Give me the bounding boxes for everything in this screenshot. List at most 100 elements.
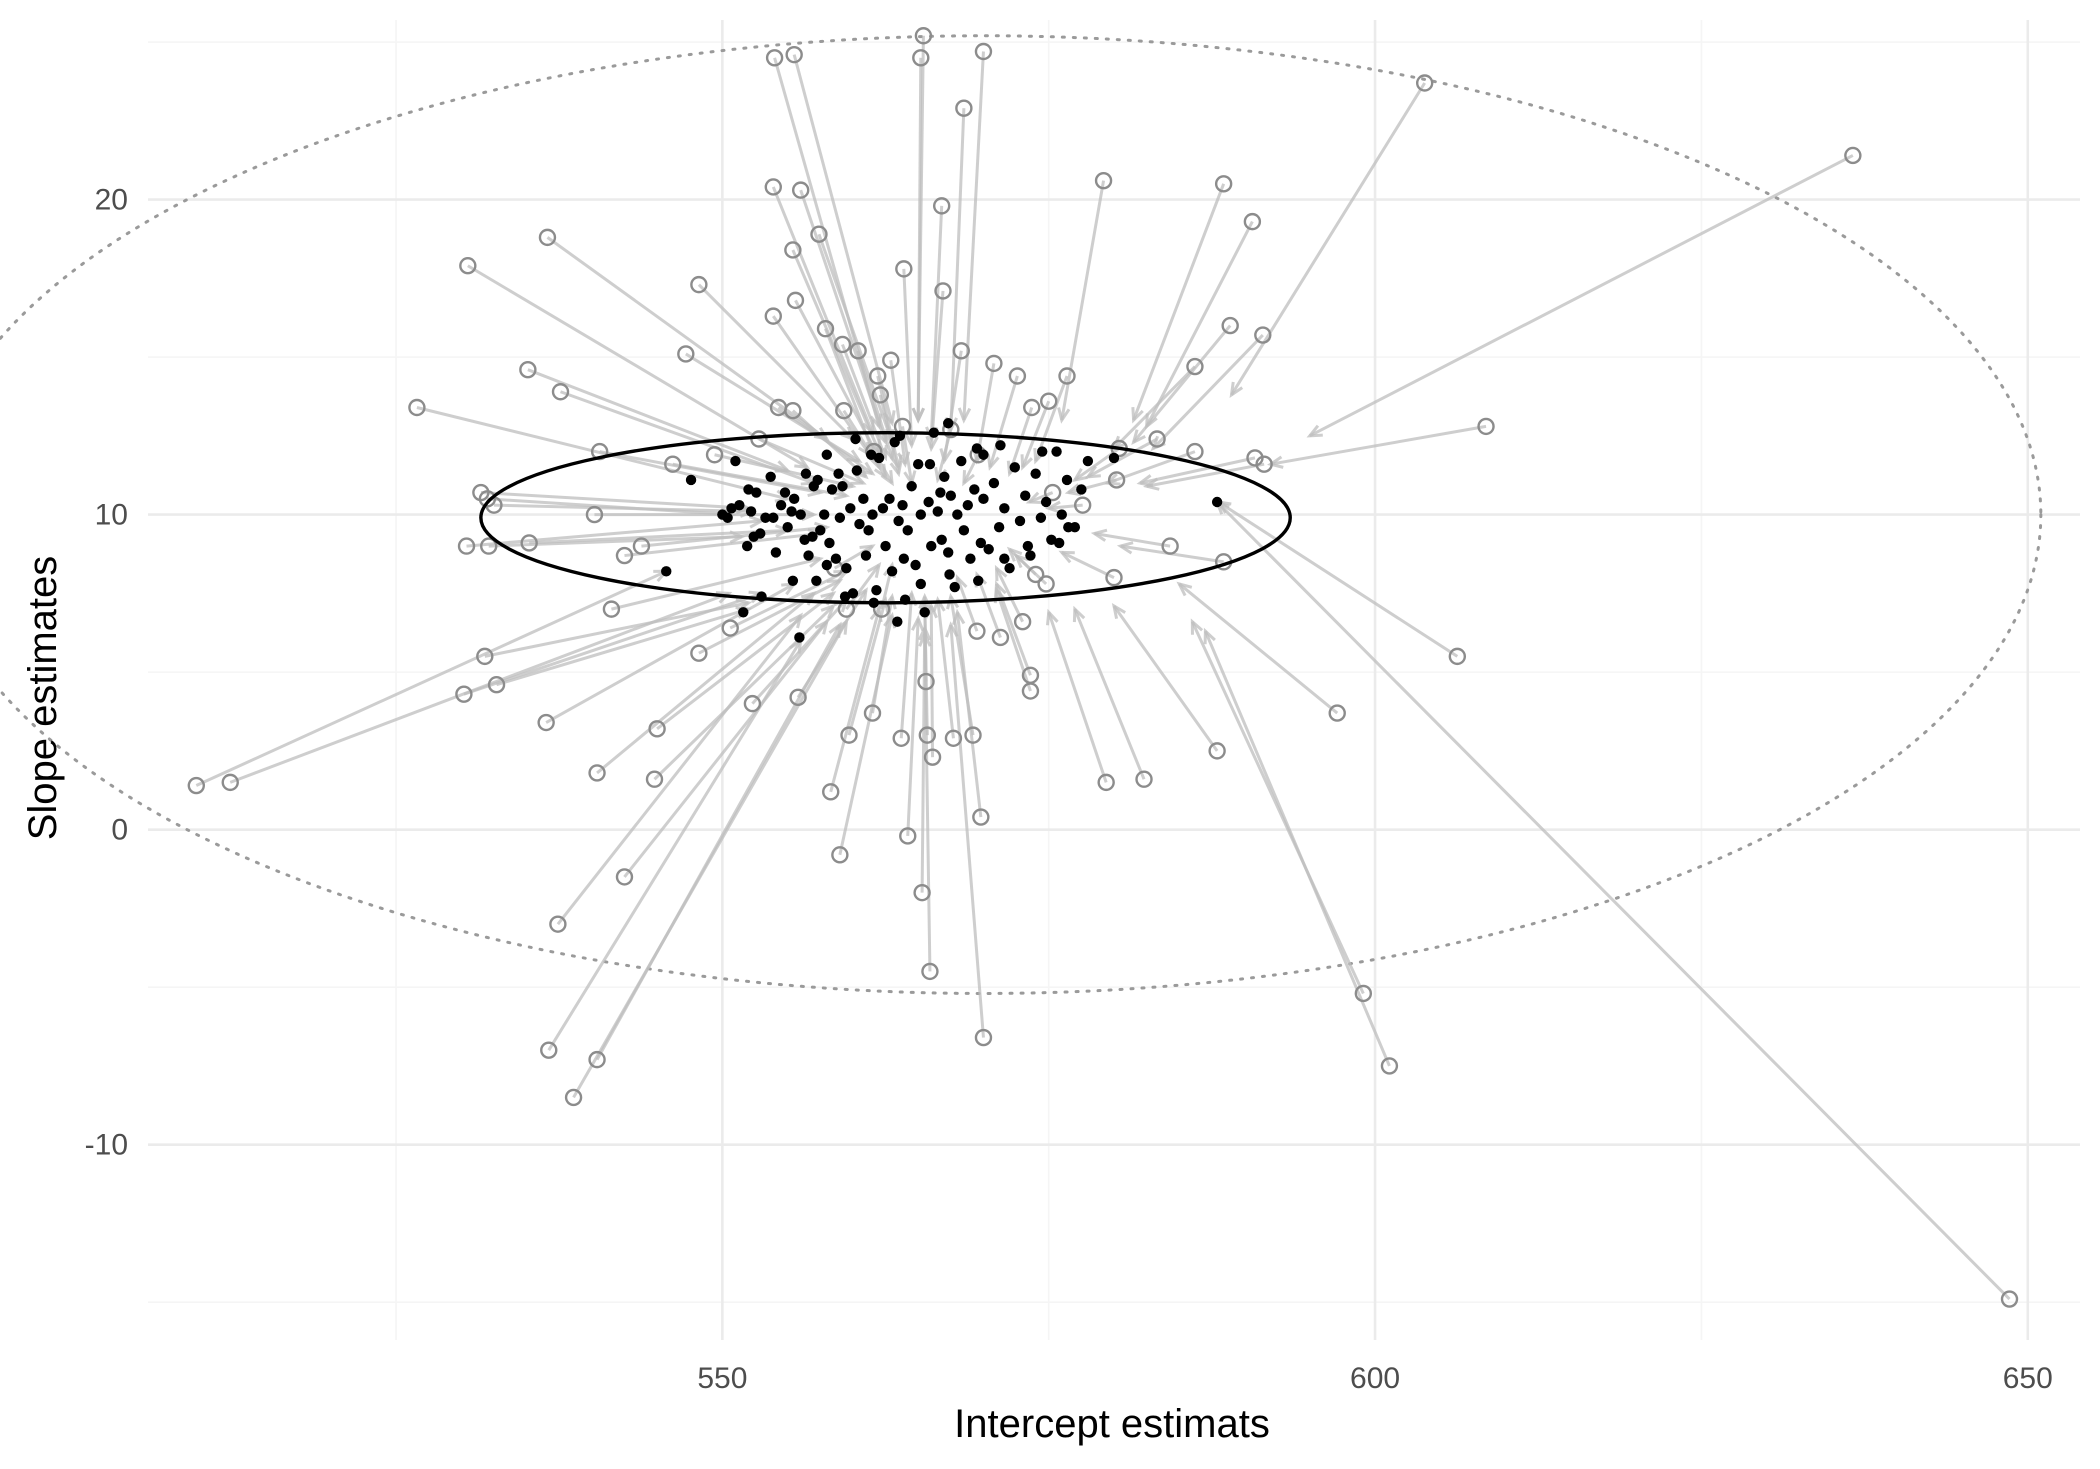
arrow-head xyxy=(957,407,972,424)
arrow-head xyxy=(1143,477,1160,491)
shrinkage-arrow xyxy=(902,268,914,446)
arrow-head xyxy=(1045,500,1062,514)
separate-estimate-point xyxy=(1037,575,1055,593)
shrinkage-arrow xyxy=(929,605,935,758)
y-tick-label: 20 xyxy=(95,184,128,217)
separate-estimate-point xyxy=(540,1041,558,1059)
shrunken-estimate-point xyxy=(993,522,1005,533)
y-axis-title: Slope estimates xyxy=(21,556,65,841)
separate-estimate-point xyxy=(1214,175,1233,193)
arrow-head xyxy=(1013,553,1029,569)
separate-estimate-point xyxy=(985,354,1003,373)
shrunken-estimate-point xyxy=(886,566,898,577)
separate-estimate-point xyxy=(1097,773,1115,792)
y-tick-label: 10 xyxy=(95,499,128,532)
shrinkage-arrow xyxy=(829,608,881,793)
shrunken-estimate-point xyxy=(837,481,848,492)
shrunken-estimate-point xyxy=(868,597,880,609)
shrunken-estimate-point xyxy=(775,499,787,511)
ellipse-layer xyxy=(479,430,1292,605)
shrunken-estimate-point xyxy=(884,493,895,505)
shrinkage-arrow xyxy=(995,567,1024,623)
shrinkage-arrow xyxy=(1087,437,1158,479)
shrunken-estimate-point xyxy=(1030,468,1041,479)
separate-estimate-point xyxy=(1254,326,1272,344)
shrunken-estimate-point xyxy=(906,481,917,492)
shrinkage-arrow xyxy=(556,614,802,926)
shrinkage-arrow xyxy=(906,618,920,837)
separate-estimate-point xyxy=(816,320,835,338)
shrinkage-arrow xyxy=(791,249,881,453)
separate-estimate-point xyxy=(764,178,782,196)
arrow-head xyxy=(850,472,867,485)
separate-estimate-point xyxy=(923,748,942,766)
separate-estimate-point xyxy=(588,764,606,782)
separate-estimate-point xyxy=(1243,212,1262,231)
shrinkage-arrow xyxy=(916,35,925,421)
shrunken-estimate-point xyxy=(1035,512,1047,523)
shrinkage-arrow xyxy=(1060,180,1106,421)
shrinkage-arrow xyxy=(751,598,848,705)
arrow-head xyxy=(1025,491,1043,504)
shrunken-estimate-point xyxy=(919,607,930,618)
arrow-head xyxy=(1006,546,1023,562)
shrunken-estimate-point xyxy=(863,525,874,536)
shrunken-estimate-point xyxy=(877,503,889,514)
separate-estimate-point xyxy=(899,827,917,845)
arrow-head xyxy=(1020,454,1033,471)
shrinkage-arrow xyxy=(936,599,955,739)
separate-estimate-point xyxy=(1448,647,1467,666)
shrunken-estimate-point xyxy=(730,455,741,467)
shrinkage-arrow xyxy=(697,283,854,441)
grid-layer xyxy=(148,20,2080,1340)
separate-estimate-point xyxy=(849,342,867,360)
shrunken-estimate-point xyxy=(873,452,885,464)
separate-estimate-point xyxy=(551,383,570,401)
shrunken-estimate-point xyxy=(726,503,737,514)
shrinkage-arrow xyxy=(929,290,945,449)
shrunken-estimate-point xyxy=(943,547,954,558)
shrunken-estimate-point xyxy=(765,471,776,483)
separate-estimate-point xyxy=(1073,496,1092,514)
shrinkage-arrow xyxy=(871,596,894,714)
separate-estimate-point xyxy=(459,257,477,275)
arrow-head xyxy=(945,621,959,638)
separate-estimate-point xyxy=(810,225,828,243)
shrunken-estimate-point xyxy=(880,540,891,552)
shrunken-estimate-point xyxy=(1056,509,1067,520)
arrow-head xyxy=(801,507,818,522)
shrunken-estimate-point xyxy=(965,553,976,564)
shrunken-estimate-point xyxy=(751,487,762,498)
separate-estimate-point xyxy=(952,342,970,360)
arrow-head xyxy=(946,592,960,610)
shrunken-estimate-point xyxy=(738,607,749,618)
shrunken-estimate-point xyxy=(978,449,989,460)
shrinkage-arrow xyxy=(988,375,1019,468)
shrunken-estimate-point xyxy=(779,487,791,498)
shrunken-estimate-point xyxy=(860,550,872,561)
shrinkage-arrow xyxy=(672,462,847,498)
separate-estimate-point xyxy=(764,307,782,325)
separate-estimate-point xyxy=(1094,171,1113,190)
separate-estimate-point xyxy=(784,241,802,259)
arrow-head xyxy=(1071,467,1088,483)
shrinkage-arrow xyxy=(611,557,821,611)
shrinkage-arrow xyxy=(1230,82,1426,396)
shrunken-estimate-point xyxy=(956,455,967,467)
separate-estimate-point xyxy=(457,537,476,555)
separate-estimate-point xyxy=(743,694,762,713)
separate-estimate-point xyxy=(455,685,473,703)
open-point-layer xyxy=(187,27,2019,1308)
shrinkage-arrow xyxy=(1152,333,1264,450)
x-tick-label: 600 xyxy=(1350,1362,1400,1395)
shrunken-estimate-point xyxy=(962,499,973,511)
arrow-head xyxy=(889,460,903,478)
arrow-head xyxy=(952,608,966,626)
shrunken-estimate-point xyxy=(902,525,913,536)
shrinkage-arrow xyxy=(1094,532,1171,548)
shrinkage-arrow xyxy=(698,579,841,655)
separate-estimate-point xyxy=(991,628,1010,647)
shrunken-estimate-point xyxy=(812,474,823,486)
arrow-head xyxy=(1131,407,1144,424)
